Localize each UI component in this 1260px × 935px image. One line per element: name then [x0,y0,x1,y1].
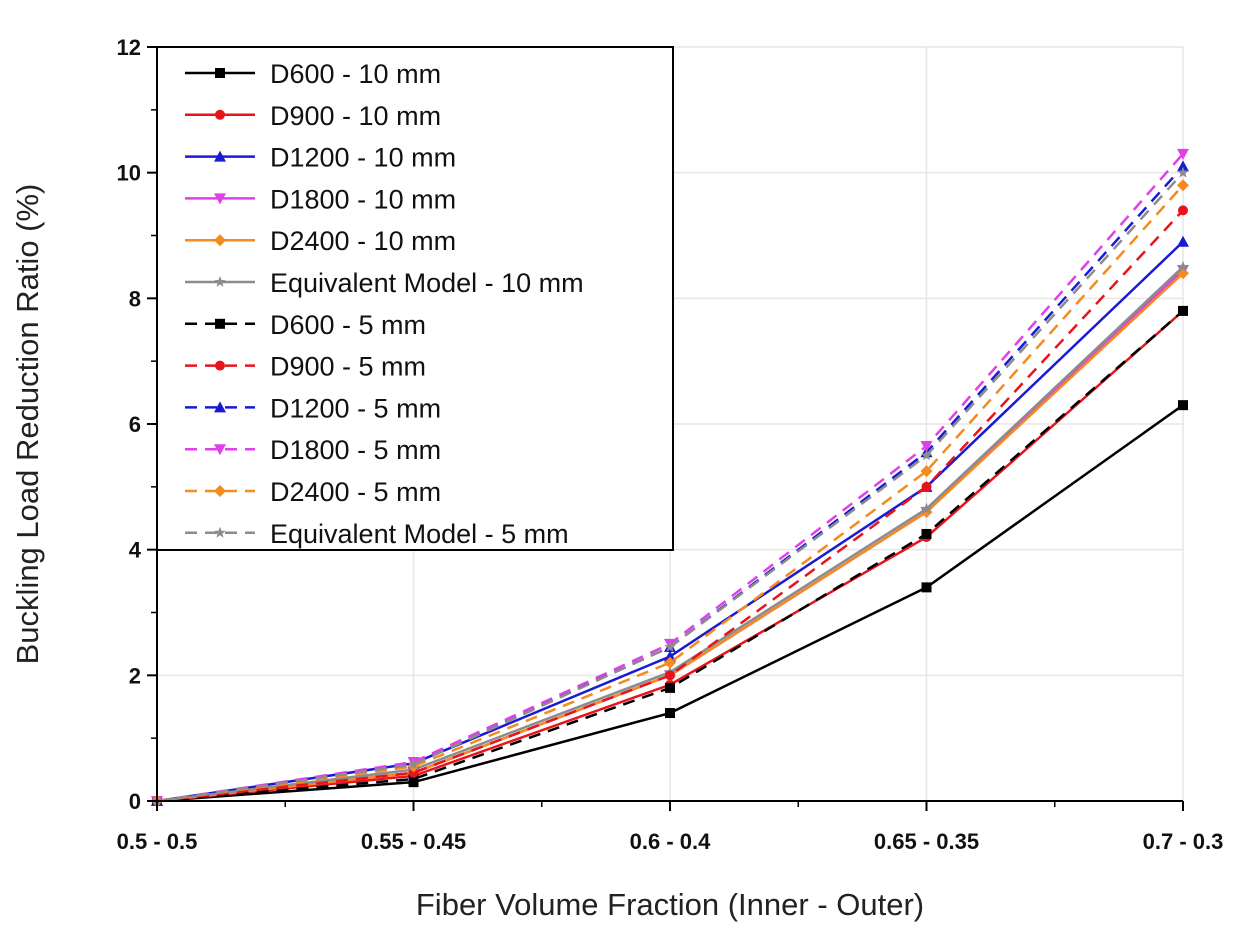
marker-triangle-up [214,401,226,413]
y-tick-label: 8 [129,286,141,311]
marker-star [214,276,226,287]
marker-triangle-up [664,650,676,662]
legend-label: D600 - 10 mm [270,59,441,89]
legend-label: D1800 - 5 mm [270,435,441,465]
legend-box [156,46,674,551]
x-tick-label: 0.6 - 0.4 [630,829,711,854]
y-tick-label: 10 [117,161,141,186]
legend-label: D600 - 5 mm [270,310,426,340]
marker-diamond [214,485,226,497]
legend-label: D900 - 5 mm [270,352,426,382]
marker-square [1178,400,1188,411]
y-axis-label: Buckling Load Reduction Ratio (%) [10,184,45,665]
legend-label: D2400 - 10 mm [270,226,456,256]
marker-star [920,449,933,461]
marker-triangle-up [1177,160,1189,172]
y-tick-label: 2 [129,663,141,688]
marker-square [408,774,419,785]
marker-diamond [664,656,676,669]
marker-star [664,641,676,652]
marker-triangle-up [214,150,226,162]
y-tick-label: 4 [129,538,142,563]
x-axis-label: Fiber Volume Fraction (Inner - Outer) [416,887,924,922]
marker-triangle-down [920,440,933,452]
marker-diamond [214,234,226,247]
series-line-10 [156,184,1184,803]
legend-label: Equivalent Model - 5 mm [270,519,569,549]
legend-label: D1200 - 5 mm [270,393,441,423]
legend-label: D1800 - 10 mm [270,184,456,214]
x-tick-label: 0.7 - 0.3 [1143,829,1224,854]
marker-triangle-down [1177,148,1189,160]
marker-star [1177,166,1189,178]
x-tick-label: 0.5 - 0.5 [117,829,198,854]
marker-circle [215,109,225,120]
y-tick-label: 0 [129,789,141,814]
x-tick-label: 0.65 - 0.35 [874,829,979,854]
legend-label: D1200 - 10 mm [270,143,456,173]
marker-square [215,68,225,78]
marker-square [665,708,675,719]
y-tick-label: 6 [129,412,141,437]
marker-star [407,758,420,770]
legend: D600 - 10 mm D900 - 10 mm D1200 - 10 mm D18… [156,46,674,551]
x-tick-label: 0.55 - 0.45 [361,829,466,854]
legend-label: D2400 - 5 mm [270,477,441,507]
marker-diamond [920,465,933,478]
marker-star [1177,260,1189,272]
marker-star [920,502,933,514]
marker-circle [665,670,675,681]
marker-square [215,318,225,329]
marker-circle [408,767,419,778]
marker-square [665,682,675,693]
marker-circle [921,481,932,492]
marker-circle [1178,205,1188,216]
marker-diamond [1177,179,1189,192]
marker-triangle-down [214,193,226,205]
marker-star [214,526,226,538]
legend-label: D900 - 10 mm [270,101,441,131]
marker-square [921,528,932,539]
marker-triangle-down [214,444,226,456]
marker-square [1178,305,1188,316]
series-lines [151,148,1189,807]
y-tick-label: 12 [117,35,141,60]
marker-circle [215,360,225,371]
legend-label: Equivalent Model - 10 mm [270,268,584,298]
marker-triangle-up [1177,235,1189,247]
marker-square [921,582,932,593]
